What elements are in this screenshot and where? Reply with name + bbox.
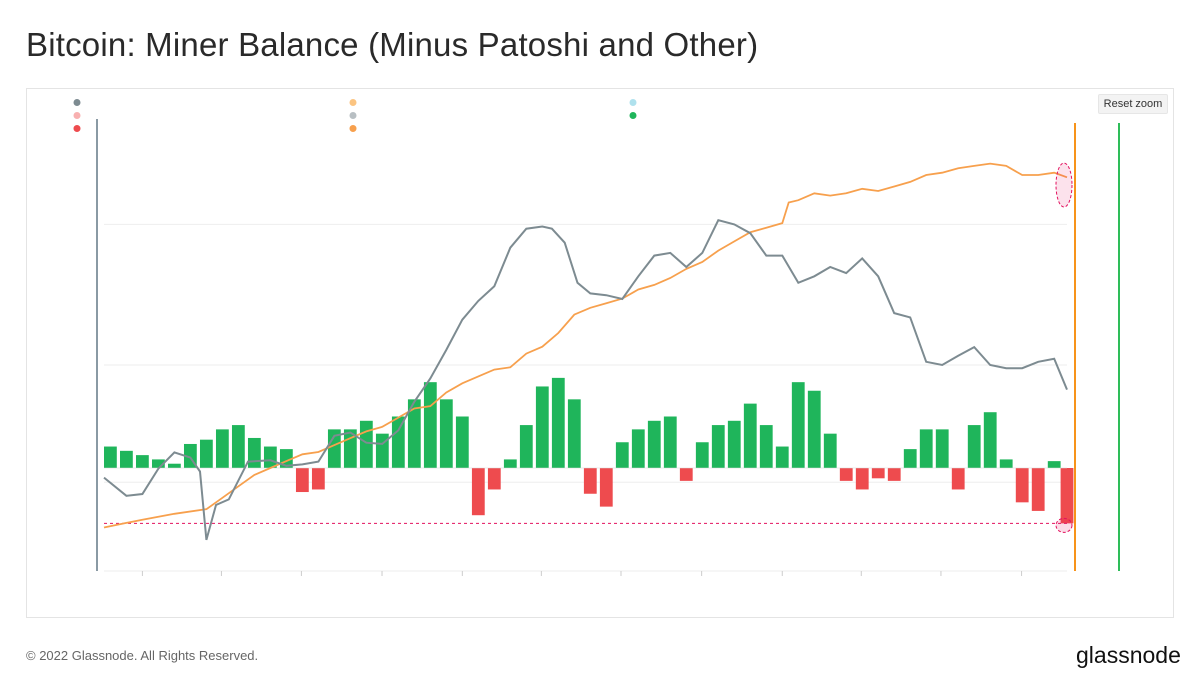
net-position-bar-positive [519,425,533,468]
legend-marker [73,112,81,119]
net-position-bar-positive [823,433,837,468]
net-position-bar-positive [663,416,677,468]
net-position-bar-positive [615,442,629,468]
chart-svg[interactable] [27,89,1173,617]
net-position-bar-positive [727,420,741,468]
net-position-bar-positive [935,429,949,468]
net-position-bar-positive [807,390,821,468]
net-position-bar-positive [567,399,581,468]
btc-price-line [103,219,1068,541]
legend-marker [349,112,357,119]
legend-marker [349,99,357,106]
net-position-bar-positive [423,382,437,468]
legend-marker [73,125,81,132]
net-position-bar-negative [855,468,869,490]
footer-copyright: © 2022 Glassnode. All Rights Reserved. [26,648,259,663]
net-position-bar-negative [1031,468,1045,511]
net-position-bar-positive [104,446,117,468]
net-position-bar-positive [967,425,981,468]
net-position-bar-negative [1015,468,1029,503]
net-position-bar-negative [295,468,309,493]
net-position-bar-positive [199,439,213,468]
net-position-bar-positive [327,429,341,468]
net-position-bar-positive [167,463,181,468]
reset-zoom-button[interactable]: Reset zoom [1098,94,1168,114]
net-position-bar-positive [503,459,517,468]
net-position-bar-positive [455,416,469,468]
net-position-bar-positive [711,425,725,468]
balance-drop-highlight [1055,162,1073,208]
net-position-bar-negative [599,468,613,507]
net-position-bar-negative [887,468,901,481]
net-position-bar-positive [791,382,805,468]
net-position-bar-negative [583,468,597,494]
net-position-bar-positive [439,399,453,468]
chart-frame [26,88,1174,618]
net-position-bar-negative [839,468,853,481]
net-position-bar-positive [391,416,405,468]
net-position-bar-positive [743,403,757,468]
net-position-bar-negative [487,468,501,490]
net-position-bar-positive [551,377,565,468]
legend-marker [349,125,357,132]
net-position-bar-negative [679,468,693,481]
net-position-bar-negative [1060,468,1074,524]
footer-logo: glassnode [1076,642,1181,668]
net-position-bar-positive [231,425,245,468]
net-position-bar-positive [647,420,661,468]
miner-balance-line [103,162,1068,529]
net-position-bar-positive [135,455,149,468]
legend-marker [629,99,637,106]
net-position-bar-positive [1047,461,1061,468]
net-position-bar-positive [247,437,261,468]
net-position-bar-positive [775,446,789,468]
net-position-bar-negative [951,468,965,490]
net-position-bar-positive [999,459,1013,468]
net-position-bar-positive [695,442,709,468]
page-title: Bitcoin: Miner Balance (Minus Patoshi an… [26,26,759,63]
net-position-bar-positive [759,425,773,468]
net-position-bar-positive [903,449,917,468]
net-position-bar-negative [871,468,885,479]
net-position-bar-positive [263,446,277,468]
legend-marker [73,99,81,106]
net-position-bar-positive [983,412,997,468]
net-change-highlight [1055,517,1073,533]
net-position-bar-positive [535,386,549,468]
net-position-bar-positive [919,429,933,468]
net-position-bar-negative [311,468,325,490]
net-position-bar-positive [359,420,373,468]
net-position-bar-negative [471,468,485,516]
net-position-bar-positive [119,450,133,468]
net-position-bar-positive [407,399,421,468]
net-position-bar-positive [151,459,165,468]
legend-marker [629,112,637,119]
net-position-bar-positive [631,429,645,468]
net-position-bar-positive [215,429,229,468]
